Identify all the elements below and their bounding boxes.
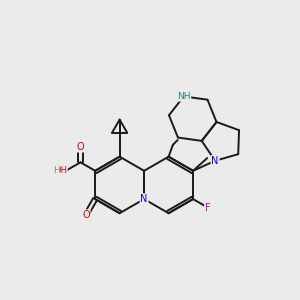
Text: N: N <box>140 194 148 204</box>
Text: O: O <box>82 210 90 220</box>
Text: N: N <box>212 156 219 166</box>
Text: OH: OH <box>54 166 67 175</box>
Text: F: F <box>205 202 211 213</box>
Text: H: H <box>52 166 59 175</box>
Text: NH: NH <box>177 92 190 101</box>
Text: O: O <box>77 142 84 152</box>
